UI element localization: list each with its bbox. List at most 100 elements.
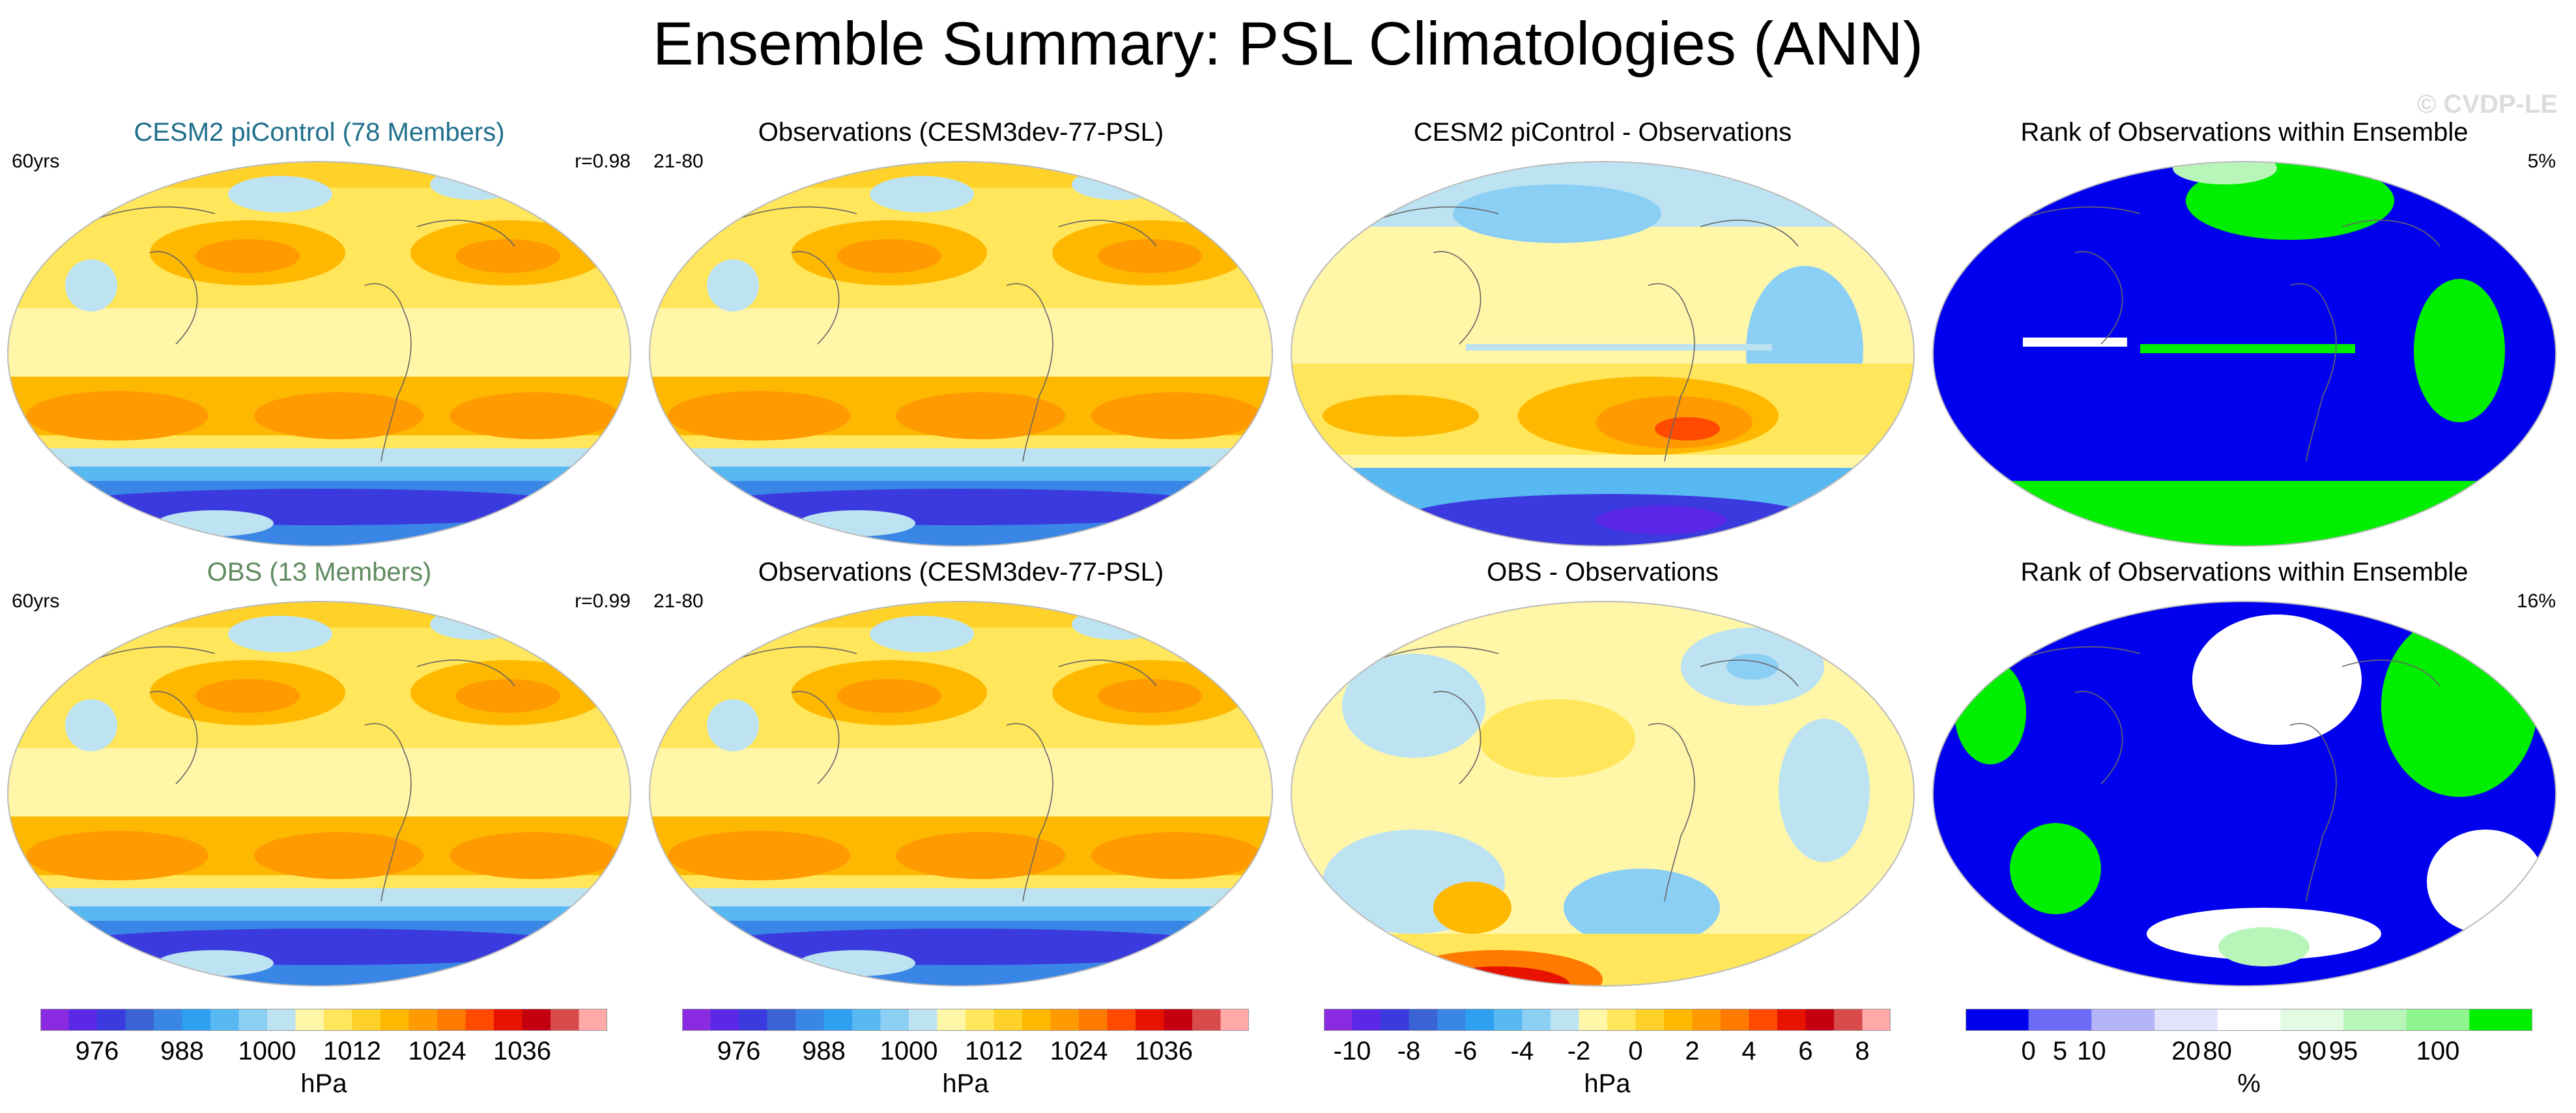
colorbar-swatch (1692, 1009, 1721, 1031)
colorbar-swatch (1607, 1009, 1636, 1031)
southern-gradient-1 (8, 888, 631, 908)
high-core-np (195, 679, 300, 713)
tropical-band (8, 308, 631, 386)
coastline-1 (1433, 691, 1481, 785)
colorbar-unit-label: hPa (1584, 1069, 1631, 1098)
colorbar-frame (40, 1009, 607, 1031)
map-plot-rank (1932, 161, 2556, 547)
high-atlantic (1091, 392, 1261, 439)
colorbar-swatch (40, 1009, 69, 1031)
colorbar-swatch (1777, 1009, 1806, 1031)
indian-positive (1323, 395, 1479, 437)
colorbar-tick-label: 1012 (323, 1037, 381, 1065)
panel-title: CESM2 piControl - Observations (1413, 118, 1792, 147)
colorbar-swatch (1352, 1009, 1381, 1031)
colorbar-swatch (937, 1009, 966, 1031)
coastline-0 (1648, 723, 1695, 902)
map-border (649, 601, 1273, 987)
map-border (7, 161, 631, 547)
colorbar-swatch (2091, 1009, 2155, 1031)
pacific-positive (1479, 699, 1635, 777)
rank-high-east (2381, 614, 2538, 797)
colorbar-swatch (1664, 1009, 1693, 1031)
figure-title: Ensemble Summary: PSL Climatologies (ANN… (652, 9, 1924, 78)
low-aleutian (870, 616, 974, 652)
colorbar-swatch (1494, 1009, 1523, 1031)
colorbar-swatch (522, 1009, 551, 1031)
rank-mid-se (2427, 830, 2544, 934)
coastline-1 (791, 251, 840, 345)
southern-gradient-2 (8, 467, 631, 482)
map-plot-rank2 (1932, 601, 2556, 987)
south-pacific-negative (1564, 869, 1720, 947)
panel-right-label: r=0.98 (575, 151, 631, 172)
rank-high-itcz (2140, 344, 2355, 353)
colorbar-swatch (125, 1009, 154, 1031)
map-plot-clim (649, 601, 1273, 987)
circumpolar-trough (687, 489, 1235, 525)
coastline-1 (2074, 251, 2123, 345)
coastline-2 (1058, 659, 1157, 687)
map-panel: CESM2 piControl - Observations (1283, 116, 1922, 585)
colorbar-swatch (1050, 1009, 1080, 1031)
rank-arctic-patch (2173, 162, 2277, 184)
coastline-0 (364, 283, 412, 462)
colorbar-swatch (154, 1009, 182, 1031)
colorbar-swatch (352, 1009, 381, 1031)
panel-right-label: r=0.99 (575, 590, 631, 612)
coastline-0 (1006, 723, 1053, 902)
colorbar-tick-label: -8 (1397, 1037, 1421, 1065)
panel-title: Rank of Observations within Ensemble (2020, 558, 2469, 586)
rank-mid-north (2192, 614, 2362, 745)
high-atlantic (450, 832, 619, 879)
map-plot-clim (649, 161, 1273, 547)
colorbar-swatch (324, 1009, 352, 1031)
colorbar-tick-label: 80 (2203, 1037, 2232, 1065)
colorbar-swatch (1220, 1009, 1249, 1031)
colorbar-swatch (966, 1009, 994, 1031)
rank-high-atlantic (2414, 279, 2505, 422)
colorbar-tick-label: 1024 (408, 1037, 466, 1065)
colorbar-swatch (2280, 1009, 2344, 1031)
low-aleutian (228, 616, 332, 652)
coastline-0 (2289, 283, 2337, 462)
coastline-2 (416, 220, 515, 247)
watermark-text: © CVDP-LE (2416, 90, 2558, 119)
high-pacific (896, 392, 1065, 439)
antarctic-negative-core (1596, 506, 1726, 534)
colorbar-swatch (579, 1009, 607, 1031)
colorbar-swatch (1966, 1009, 2029, 1031)
low-icelandic (430, 609, 521, 640)
colorbar-swatch (238, 1009, 268, 1031)
panel-title: Observations (CESM3dev-77-PSL) (758, 558, 1164, 586)
circumpolar-trough (46, 489, 593, 525)
colorbar-swatch (1381, 1009, 1409, 1031)
rank-mid-band (2023, 338, 2127, 347)
coastline-0 (364, 723, 412, 902)
high-pacific (254, 392, 423, 439)
low-icelandic (1072, 169, 1163, 200)
colorbar-swatch (1164, 1009, 1193, 1031)
low-icelandic (430, 169, 521, 200)
colorbar-swatch (1805, 1009, 1835, 1031)
panel-title: Observations (CESM3dev-77-PSL) (758, 118, 1164, 147)
southern-gradient-2 (650, 467, 1272, 482)
colorbar-swatch (437, 1009, 466, 1031)
coastline-2 (1700, 659, 1799, 687)
colorbar-unit-label: % (2237, 1069, 2261, 1098)
coastline-2 (1058, 220, 1157, 247)
map-plot-diff2 (1291, 601, 1915, 987)
colorbar-tick-label: 4 (1741, 1037, 1756, 1065)
panel-right-label: 16% (2516, 590, 2556, 612)
colorbar-swatch (682, 1009, 711, 1031)
high-indian (668, 391, 850, 441)
map-plot-diff (1291, 161, 1915, 547)
colorbar-svg: 0 5 10 20 80 90 95 100 (1966, 1009, 2532, 1065)
colorbar-swatch (1579, 1009, 1608, 1031)
colorbar-swatch (994, 1009, 1023, 1031)
coastline-2 (2341, 220, 2440, 247)
colorbar-swatch (823, 1009, 853, 1031)
colorbar-swatch (1465, 1009, 1495, 1031)
colorbar-tick-label: 1036 (1135, 1037, 1193, 1065)
colorbar-tick-label: 1012 (965, 1037, 1023, 1065)
